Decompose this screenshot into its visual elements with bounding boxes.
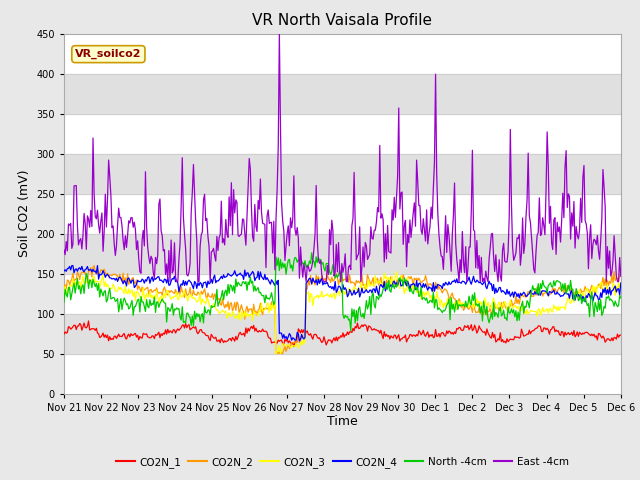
CO2N_3	[393, 269, 401, 275]
East -4cm	[166, 279, 174, 285]
Line: CO2N_4: CO2N_4	[64, 265, 621, 341]
Title: VR North Vaisala Profile: VR North Vaisala Profile	[252, 13, 433, 28]
CO2N_4	[364, 289, 371, 295]
CO2N_1	[394, 334, 401, 339]
Bar	[64, 234, 621, 274]
CO2N_1	[84, 318, 92, 324]
CO2N_3	[519, 300, 527, 305]
East -4cm	[327, 242, 335, 248]
CO2N_1	[364, 328, 371, 334]
CO2N_4	[394, 283, 401, 288]
CO2N_3	[272, 351, 280, 357]
North -4cm	[364, 306, 371, 312]
CO2N_1	[519, 330, 527, 336]
CO2N_3	[617, 280, 625, 286]
CO2N_2	[394, 276, 401, 281]
East -4cm	[60, 247, 68, 253]
CO2N_3	[394, 276, 401, 282]
Line: North -4cm: North -4cm	[64, 253, 621, 331]
CO2N_1	[606, 337, 614, 343]
East -4cm	[364, 257, 371, 263]
Legend: CO2N_1, CO2N_2, CO2N_3, CO2N_4, North -4cm, East -4cm: CO2N_1, CO2N_2, CO2N_3, CO2N_4, North -4…	[112, 453, 573, 472]
CO2N_4	[617, 280, 625, 286]
East -4cm	[606, 248, 614, 254]
Bar	[64, 313, 621, 354]
CO2N_2	[327, 279, 335, 285]
CO2N_4	[330, 288, 338, 293]
Text: VR_soilco2: VR_soilco2	[75, 49, 141, 59]
CO2N_3	[606, 285, 614, 291]
North -4cm	[617, 295, 625, 301]
CO2N_2	[364, 272, 371, 277]
CO2N_2	[90, 263, 98, 268]
Line: East -4cm: East -4cm	[64, 34, 621, 282]
CO2N_4	[519, 291, 527, 297]
East -4cm	[275, 31, 283, 36]
CO2N_2	[519, 293, 527, 299]
CO2N_2	[330, 277, 338, 283]
North -4cm	[326, 269, 333, 275]
North -4cm	[60, 299, 68, 305]
Bar	[64, 154, 621, 193]
North -4cm	[347, 328, 355, 334]
CO2N_4	[60, 268, 68, 274]
CO2N_2	[606, 278, 614, 284]
CO2N_2	[272, 351, 280, 357]
North -4cm	[394, 281, 401, 287]
CO2N_1	[290, 344, 298, 349]
East -4cm	[330, 273, 338, 279]
Line: CO2N_3: CO2N_3	[64, 272, 621, 354]
CO2N_3	[60, 290, 68, 296]
East -4cm	[519, 215, 527, 221]
CO2N_4	[606, 285, 614, 290]
CO2N_1	[330, 335, 338, 341]
CO2N_1	[60, 331, 68, 337]
CO2N_4	[296, 338, 303, 344]
East -4cm	[394, 173, 401, 179]
X-axis label: Time: Time	[327, 415, 358, 429]
CO2N_1	[617, 332, 625, 338]
CO2N_3	[329, 293, 337, 299]
North -4cm	[308, 250, 316, 256]
North -4cm	[519, 299, 527, 304]
Line: CO2N_1: CO2N_1	[64, 321, 621, 347]
CO2N_1	[327, 337, 335, 343]
East -4cm	[617, 274, 625, 279]
North -4cm	[329, 262, 337, 267]
CO2N_4	[327, 284, 335, 289]
CO2N_4	[68, 263, 76, 268]
CO2N_3	[326, 294, 333, 300]
Y-axis label: Soil CO2 (mV): Soil CO2 (mV)	[18, 170, 31, 257]
CO2N_3	[362, 287, 370, 293]
CO2N_2	[60, 284, 68, 289]
Bar	[64, 73, 621, 114]
North -4cm	[606, 298, 614, 303]
CO2N_2	[617, 269, 625, 275]
Line: CO2N_2: CO2N_2	[64, 265, 621, 354]
